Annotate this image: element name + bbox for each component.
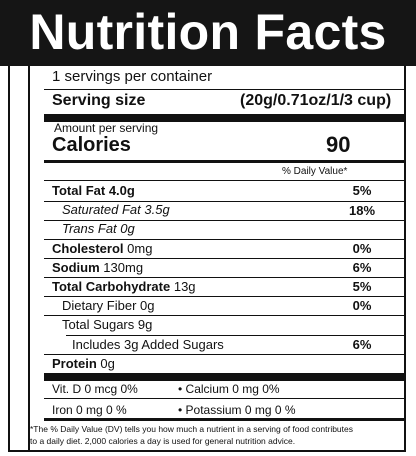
protein-row: Protein 0g: [52, 356, 115, 372]
nutrient-amount: 9g: [137, 317, 153, 332]
footnote-line-2: to a daily diet. 2,000 calories a day is…: [30, 436, 296, 446]
divider: [44, 220, 406, 221]
nutrient-label: Dietary Fiber: [62, 298, 137, 313]
daily-value-header: % Daily Value*: [282, 166, 348, 177]
serving-size-value: (20g/0.71oz/1/3 cup): [240, 92, 392, 109]
saturated-fat-row: Saturated Fat 3.5g: [62, 202, 170, 218]
vitamin-d: Vit. D 0 mcg 0%: [52, 382, 138, 396]
nutrient-amount: 0g: [140, 298, 155, 313]
nutrient-label: Total Sugars: [62, 317, 135, 332]
iron: Iron 0 mg 0 %: [52, 403, 127, 417]
divider: [44, 296, 406, 297]
nutrient-label: Sodium: [52, 260, 100, 275]
total-sugars-row: Total Sugars 9g: [62, 317, 152, 333]
divider: [44, 239, 406, 240]
nutrient-amount: 0g: [120, 221, 135, 236]
title-banner: Nutrition Facts: [0, 0, 416, 66]
serving-size-label: Serving size: [52, 92, 146, 109]
dietary-fiber-row: Dietary Fiber 0g: [62, 298, 155, 314]
divider: [44, 160, 406, 163]
saturated-fat-dv: 18%: [348, 203, 376, 218]
trans-fat-row: Trans Fat 0g: [62, 221, 135, 237]
nutrient-label: Protein: [52, 356, 97, 371]
calories-value: 90: [326, 132, 351, 157]
nutrient-amount: 3.5g: [144, 202, 170, 217]
divider: [44, 354, 406, 355]
cholesterol-dv: 0%: [352, 241, 372, 256]
cholesterol-row: Cholesterol 0mg: [52, 241, 152, 257]
divider: [44, 201, 406, 202]
divider: [44, 315, 406, 316]
potassium: • Potassium 0 mg 0 %: [178, 403, 296, 417]
nutrient-label: Total Carbohydrate: [52, 279, 171, 294]
divider: [44, 398, 406, 399]
calcium: • Calcium 0 mg 0%: [178, 382, 280, 396]
calories-label: Calories: [52, 134, 131, 156]
nutrient-amount: 4.0g: [108, 183, 135, 198]
nutrient-amount: 0mg: [127, 241, 153, 256]
divider: [66, 335, 406, 336]
total-fat-row: Total Fat 4.0g: [52, 183, 135, 199]
nutrient-label: Trans Fat: [62, 221, 117, 236]
nutrient-label: Saturated Fat: [62, 202, 141, 217]
page-title: Nutrition Facts: [29, 4, 387, 60]
servings-per-container: 1 servings per container: [52, 68, 213, 85]
nutrient-amount: 13g: [173, 279, 196, 294]
divider: [44, 258, 406, 259]
added-sugars-row: Includes 3g Added Sugars: [72, 337, 224, 352]
nutrient-amount: 130mg: [103, 260, 144, 275]
total-fat-dv: 5%: [352, 183, 372, 198]
nutrient-label: Cholesterol: [52, 241, 124, 256]
divider: [44, 277, 406, 278]
nutrient-amount: 0g: [100, 356, 115, 371]
nutrient-label: Total Fat: [52, 183, 106, 198]
thick-divider: [44, 373, 406, 381]
added-sugars-dv: 6%: [352, 337, 372, 352]
dietary-fiber-dv: 0%: [352, 298, 372, 313]
left-border-line: [28, 66, 30, 452]
amount-per-serving: Amount per serving: [54, 121, 159, 135]
sodium-row: Sodium 130mg: [52, 260, 143, 276]
footnote-line-1: *The % Daily Value (DV) tells you how mu…: [30, 424, 353, 434]
divider: [44, 180, 406, 181]
divider: [44, 418, 406, 421]
sodium-dv: 6%: [352, 260, 372, 275]
total-carbohydrate-dv: 5%: [352, 279, 372, 294]
thick-divider: [44, 114, 406, 122]
nutrition-label-panel: [8, 66, 406, 452]
total-carbohydrate-row: Total Carbohydrate 13g: [52, 279, 196, 295]
divider: [44, 89, 406, 90]
